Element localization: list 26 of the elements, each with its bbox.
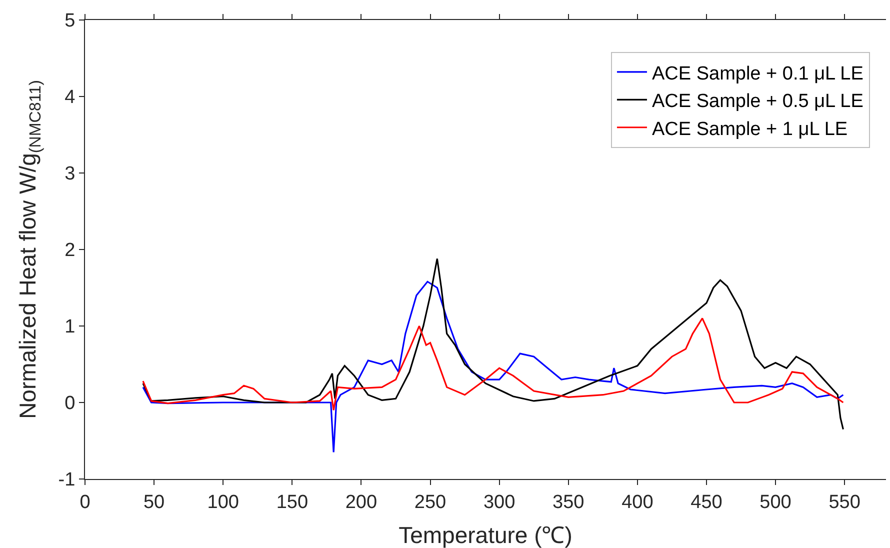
x-tick-label: 500	[760, 492, 792, 513]
x-tick-label: 200	[345, 492, 378, 513]
x-axis-title: Temperature (℃)	[398, 522, 572, 548]
x-tick-label: 150	[276, 492, 308, 513]
legend-label: ACE Sample + 0.1 μL LE	[652, 63, 864, 84]
y-tick-label: 5	[64, 10, 76, 32]
x-tick-label: 0	[80, 492, 90, 513]
y-tick-label: -1	[58, 470, 76, 491]
x-tick-label: 350	[552, 492, 584, 513]
x-tick-label: 50	[143, 492, 165, 513]
legend-label: ACE Sample + 0.5 μL LE	[652, 91, 864, 112]
x-tick-label: 400	[622, 492, 654, 513]
y-tick-label: 2	[64, 240, 76, 262]
x-tick-label: 300	[483, 492, 516, 513]
x-tick-label: 450	[690, 492, 722, 513]
y-tick-label: 0	[64, 393, 76, 414]
x-tick-label: 250	[414, 492, 446, 513]
y-tick-label: 4	[64, 87, 76, 108]
line-series	[142, 318, 844, 411]
x-tick-label: 100	[207, 492, 239, 513]
y-tick-label: 3	[64, 164, 76, 185]
legend-label: ACE Sample + 1 μL LE	[652, 118, 848, 140]
line-series	[142, 258, 844, 430]
line-series	[142, 280, 844, 454]
y-tick-label: 1	[64, 316, 76, 338]
x-tick-label: 550	[828, 492, 860, 513]
